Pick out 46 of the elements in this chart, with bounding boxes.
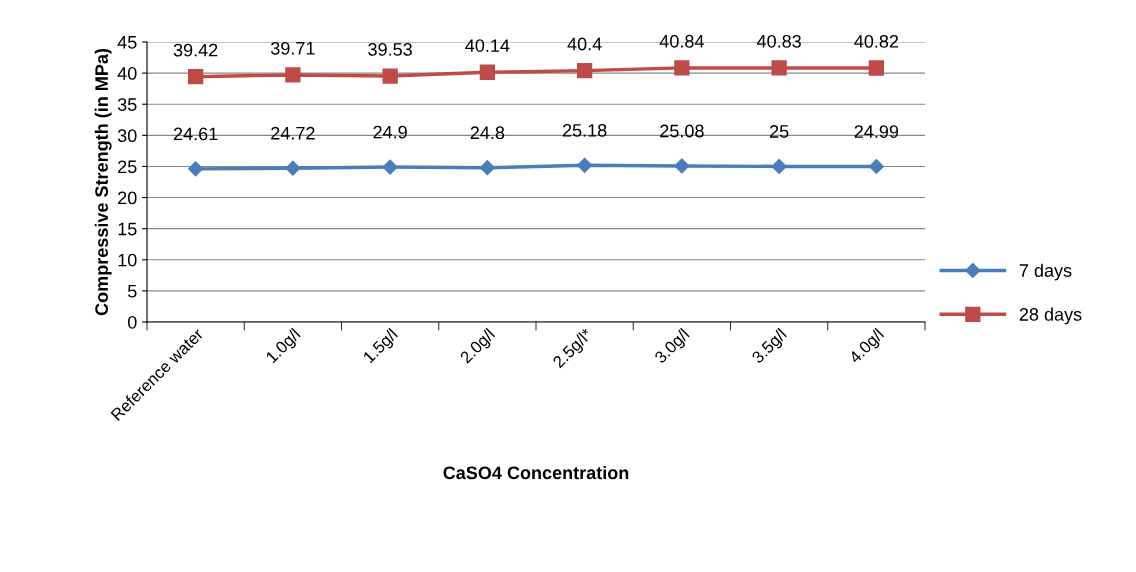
point [771, 60, 787, 76]
x-axis-title: CaSO4 Concentration [443, 465, 629, 480]
legend-label: 28 days [1019, 307, 1082, 325]
y-tick-label: 10 [118, 253, 137, 267]
y-tick-label: 30 [117, 129, 137, 143]
point [188, 161, 204, 177]
data-label: 39.71 [270, 41, 315, 55]
data-label: 25.08 [660, 124, 704, 138]
point [382, 68, 398, 84]
data-label: 25 [769, 125, 789, 138]
y-tick-label: 20 [118, 191, 137, 205]
y-tick-label: 5 [127, 285, 137, 298]
point [479, 160, 495, 176]
data-label: 40.82 [854, 34, 899, 48]
point [771, 158, 787, 175]
data-label: 40.14 [465, 39, 510, 52]
y-tick-label: 45 [117, 36, 137, 49]
data-label: 39.42 [173, 43, 218, 57]
y-tick-label: 15 [118, 222, 137, 236]
y-tick-label: 25 [118, 160, 137, 174]
point [187, 69, 204, 85]
data-label: 40.83 [756, 34, 801, 48]
point [479, 64, 496, 80]
y-tick-label: 40 [117, 67, 137, 80]
data-label: 24.99 [854, 125, 899, 138]
y-tick-label: 35 [117, 98, 137, 111]
point [285, 67, 301, 83]
data-label: 24.9 [373, 125, 407, 139]
data-label: 24.72 [271, 126, 315, 140]
point [674, 158, 690, 174]
data-label: 25.18 [562, 123, 607, 137]
data-label: 24.8 [470, 126, 505, 140]
point [868, 158, 884, 175]
point [382, 159, 398, 175]
point [576, 62, 593, 79]
y-tick-label: 0 [127, 315, 137, 329]
data-label: 40.84 [659, 34, 704, 48]
point [868, 60, 885, 76]
point [674, 60, 690, 76]
data-label: 24.61 [173, 127, 218, 141]
data-label: 40.4 [567, 37, 602, 51]
y-axis-title: Compressive Strength (in MPa) [94, 48, 112, 316]
data-label: 39.53 [368, 43, 412, 56]
legend-label: 7 days [1019, 263, 1072, 281]
point [285, 160, 301, 176]
point [577, 157, 593, 173]
